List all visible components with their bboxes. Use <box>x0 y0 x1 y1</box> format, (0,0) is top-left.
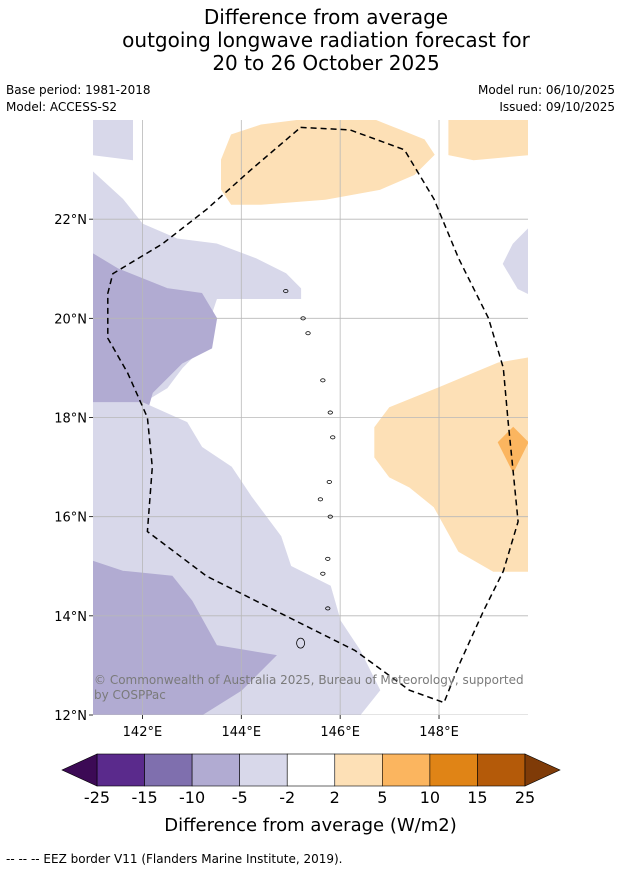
eez-border <box>107 126 519 704</box>
island-2 <box>320 571 326 576</box>
island-7 <box>330 435 336 440</box>
copyright-line-2: by COSPPac <box>94 688 166 702</box>
island-1 <box>325 606 331 611</box>
colorbar-bin-8 <box>477 753 526 787</box>
y-tick-label-12: 12°N <box>54 709 87 724</box>
colorbar-bin-7 <box>429 753 478 787</box>
anomaly-regions <box>93 120 528 715</box>
x-tick-label-148: 148°E <box>419 725 459 740</box>
colorbar: -25 -15 -10 -5 -2 2 5 10 15 25 <box>61 753 561 807</box>
islands <box>283 289 336 649</box>
colorbar-tick-2: -10 <box>179 788 205 807</box>
island-0 <box>296 637 306 649</box>
colorbar-extend-high <box>524 753 561 787</box>
footnote: -- -- -- EEZ border V11 (Flanders Marine… <box>6 852 343 866</box>
axis-ticks: 142°E 144°E 146°E 148°E 12°N 14°N 16°N 18°N 20°N… <box>54 213 459 740</box>
island-11 <box>300 316 306 321</box>
colorbar-bin-4 <box>286 753 336 787</box>
base-period-text: Base period: 1981-2018 <box>6 83 151 97</box>
island-5 <box>327 514 333 519</box>
model-run-text: Model run: 06/10/2025 <box>477 83 615 97</box>
colorbar-tick-1: -15 <box>131 788 157 807</box>
x-tick-label-142: 142°E <box>123 725 163 740</box>
colorbar-bin-1 <box>144 753 193 787</box>
colorbar-tick-0: -25 <box>84 788 110 807</box>
x-tick-label-144: 144°E <box>222 725 262 740</box>
y-tick-label-14: 14°N <box>54 610 87 625</box>
meta-right: Model run: 06/10/2025 Issued: 09/10/2025 <box>478 82 615 116</box>
colorbar-tick-3: -5 <box>232 788 248 807</box>
anomaly-region-7 <box>448 120 528 161</box>
y-tick-label-20: 20°N <box>54 312 87 327</box>
title-line-3: 20 to 26 October 2025 <box>212 51 440 75</box>
island-6 <box>326 479 332 484</box>
anomaly-region-0 <box>93 120 133 161</box>
meta-left: Base period: 1981-2018 Model: ACCESS-S2 <box>6 82 151 116</box>
colorbar-tick-5: 2 <box>330 788 340 807</box>
colorbar-tick-6: 5 <box>377 788 387 807</box>
x-tick-label-146: 146°E <box>320 725 360 740</box>
anomaly-region-9 <box>497 426 528 474</box>
colorbar-tick-7: 10 <box>420 788 440 807</box>
title-line-1: Difference from average <box>203 5 449 29</box>
colorbar-bin-2 <box>191 753 240 787</box>
y-tick-label-16: 16°N <box>54 511 87 526</box>
island-8 <box>327 410 333 415</box>
colorbar-tick-4: -2 <box>279 788 295 807</box>
y-tick-label-22: 22°N <box>54 213 87 228</box>
island-12 <box>283 289 289 294</box>
colorbar-bin-5 <box>334 753 383 787</box>
y-tick-label-18: 18°N <box>54 412 87 427</box>
colorbar-tick-9: 25 <box>515 788 535 807</box>
anomaly-region-4 <box>93 560 277 715</box>
colorbar-label: Difference from average (W/m2) <box>164 815 456 836</box>
anomaly-region-5 <box>502 228 528 295</box>
chart-title: Difference from average outgoing longwav… <box>0 6 621 75</box>
colorbar-bin-0 <box>96 753 145 787</box>
copyright-line-1: © Commonwealth of Australia 2025, Bureau… <box>94 673 524 687</box>
colorbar-extend-low <box>61 753 98 787</box>
island-4 <box>317 497 323 502</box>
island-3 <box>325 556 331 561</box>
model-text: Model: ACCESS-S2 <box>6 100 118 114</box>
gridlines <box>93 120 528 715</box>
colorbar-tick-8: 15 <box>467 788 487 807</box>
plot-area: © Commonwealth of Australia 2025, Bureau… <box>93 120 528 715</box>
issued-text: Issued: 09/10/2025 <box>499 100 615 114</box>
colorbar-bin-6 <box>382 753 431 787</box>
island-9 <box>320 378 326 383</box>
title-line-2: outgoing longwave radiation forecast for <box>122 28 530 52</box>
island-10 <box>305 331 311 336</box>
colorbar-bin-3 <box>239 753 288 787</box>
